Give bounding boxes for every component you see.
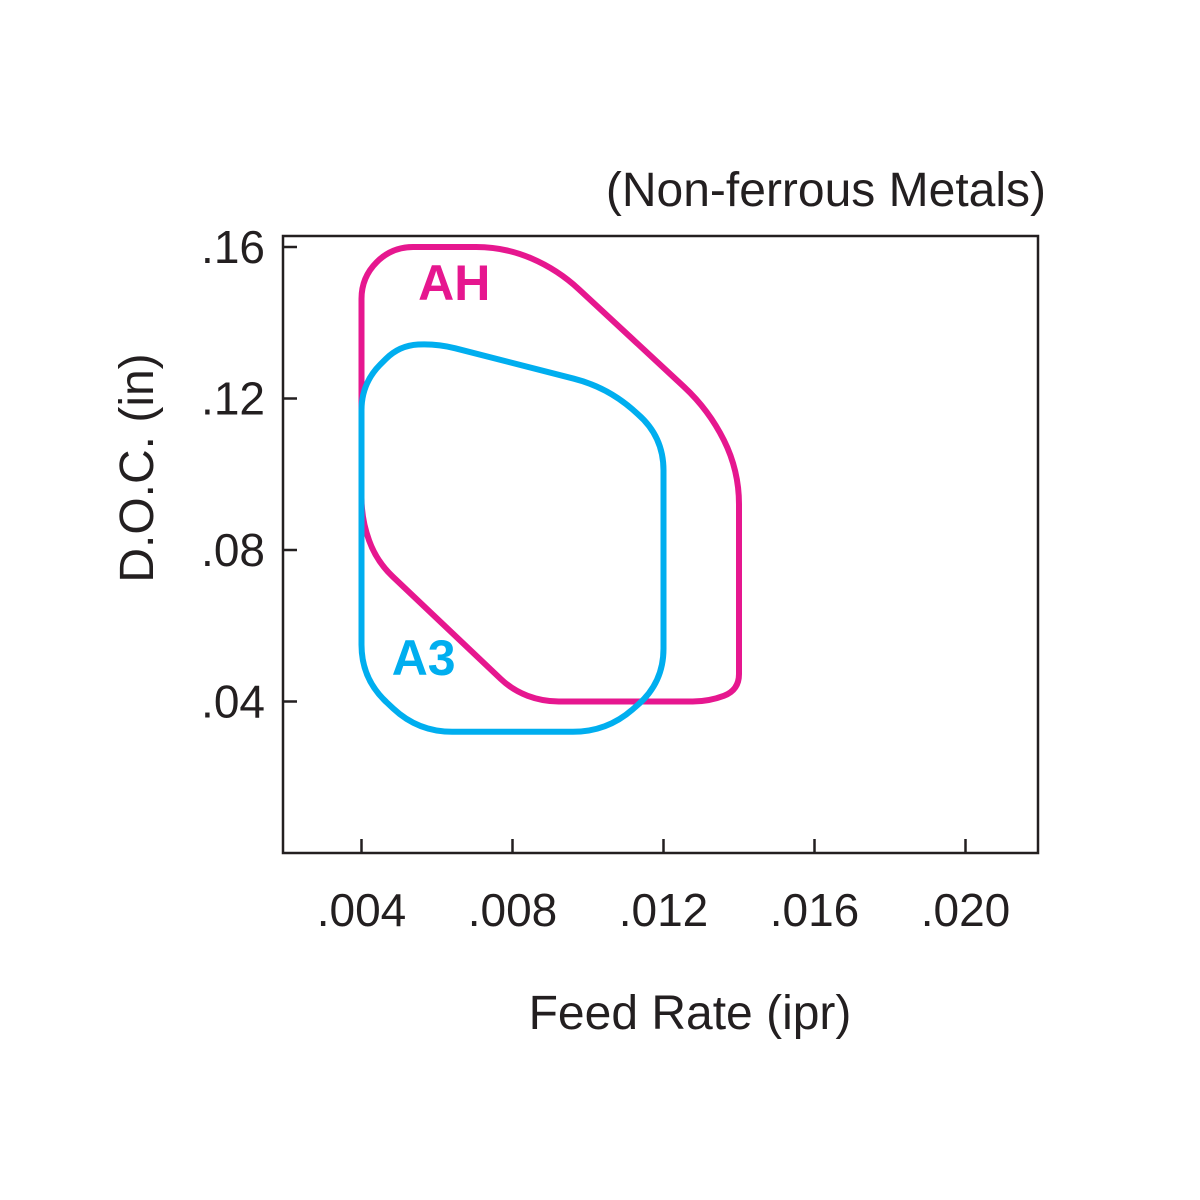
x-tick-label: .004 bbox=[317, 884, 407, 936]
chart-title: (Non-ferrous Metals) bbox=[606, 164, 1046, 217]
regions: AH A3 bbox=[358, 244, 742, 735]
y-tick-label: .04 bbox=[201, 676, 265, 728]
region-label-ah: AH bbox=[418, 255, 490, 311]
x-axis-title: Feed Rate (ipr) bbox=[529, 987, 852, 1040]
x-tick-label: .016 bbox=[770, 884, 860, 936]
region-a3 bbox=[358, 341, 667, 735]
region-label-a3: A3 bbox=[392, 630, 456, 686]
y-axis-title: D.O.C. (in) bbox=[111, 353, 164, 582]
y-tick-label: .12 bbox=[201, 373, 265, 425]
region-ah bbox=[358, 244, 742, 705]
x-tick-label: .012 bbox=[619, 884, 709, 936]
y-tick-label: .16 bbox=[201, 221, 265, 273]
x-tick-label: .008 bbox=[468, 884, 558, 936]
y-tick-label: .08 bbox=[201, 524, 265, 576]
x-tick-label: .020 bbox=[921, 884, 1011, 936]
x-axis-ticks: .004 .008 .012 .016 .020 bbox=[317, 839, 1011, 936]
y-axis-ticks: .04 .08 .12 .16 bbox=[201, 221, 297, 728]
plot-frame bbox=[281, 234, 1040, 855]
